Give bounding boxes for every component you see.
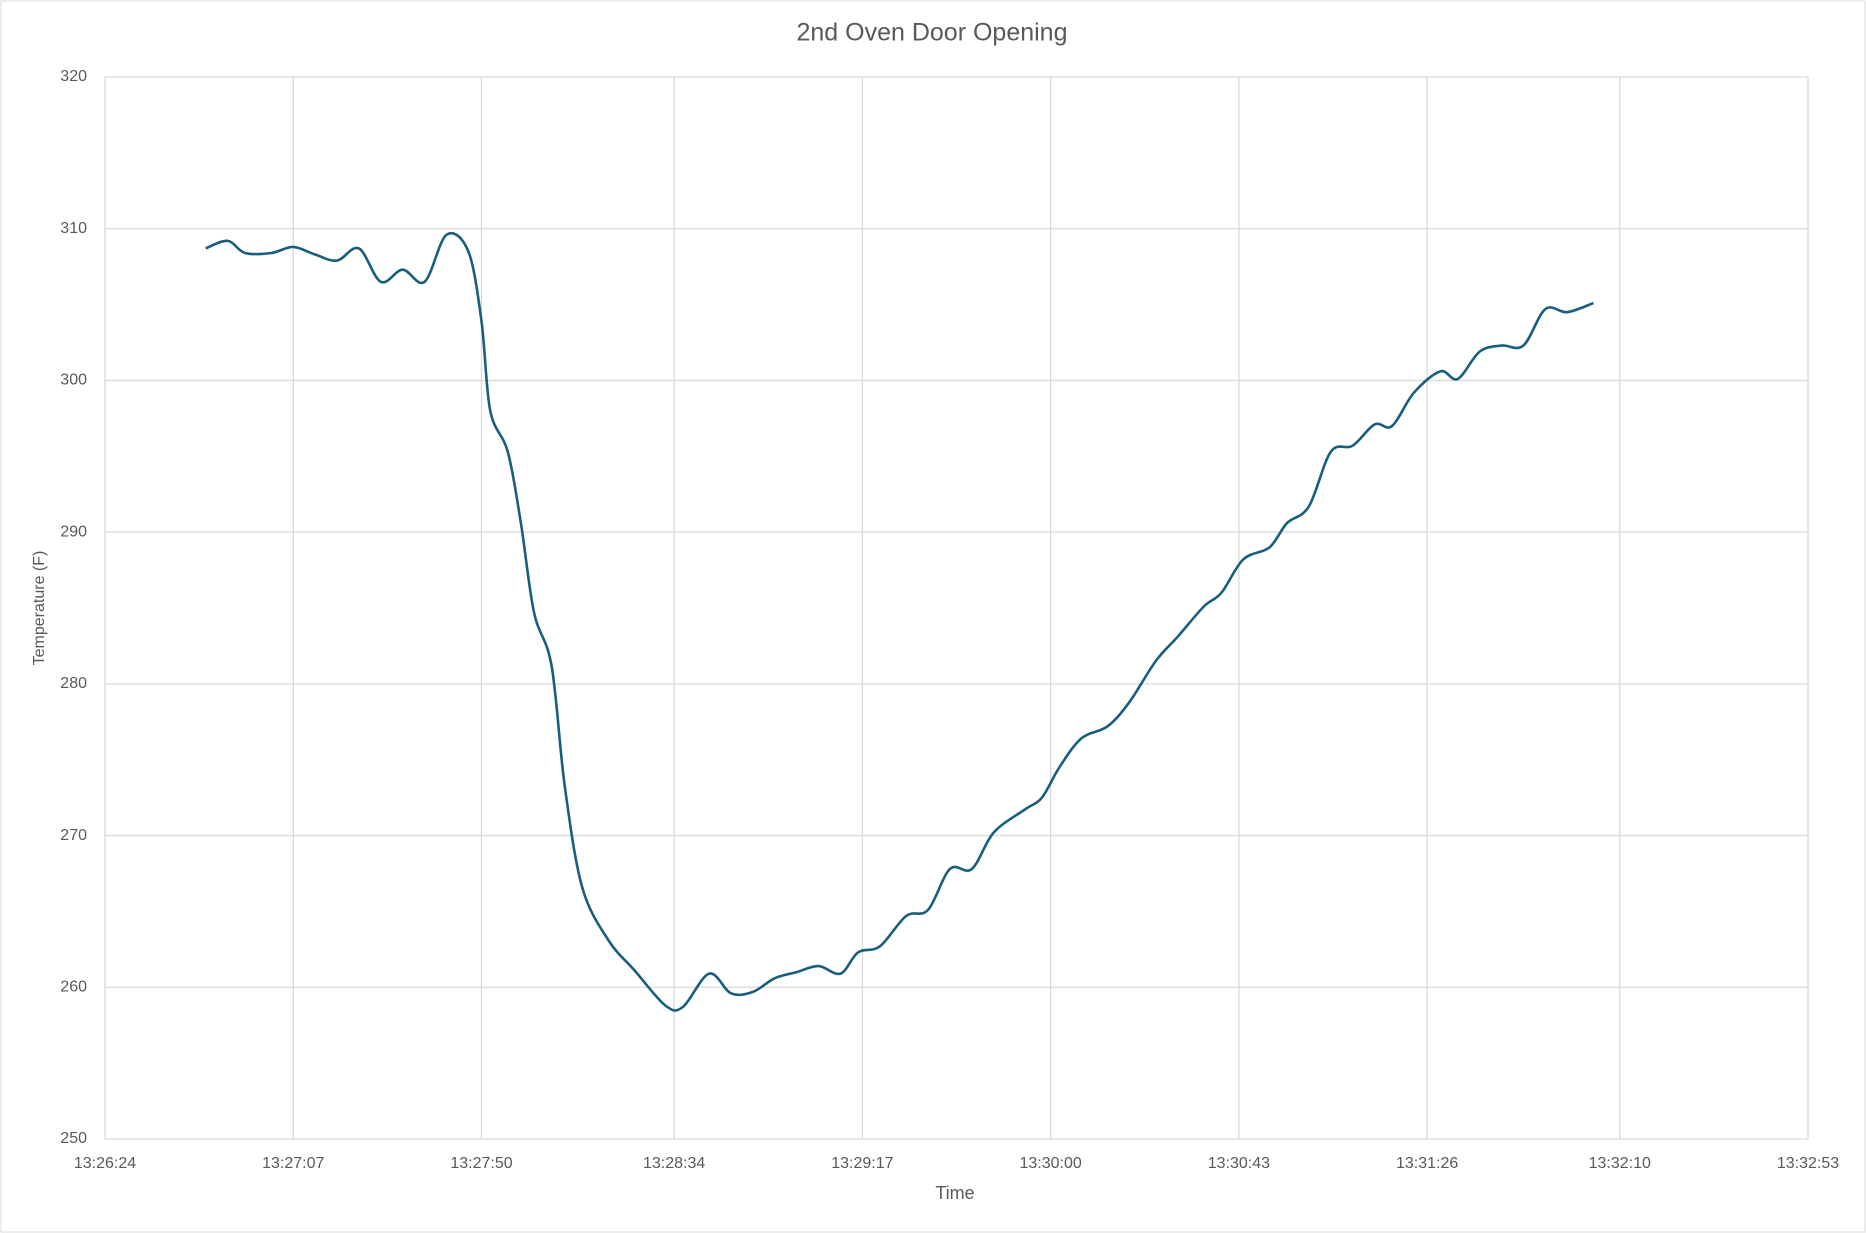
- x-tick-label: 13:30:43: [1208, 1155, 1270, 1172]
- x-tick-label: 13:26:24: [74, 1155, 136, 1172]
- x-tick-label: 13:27:07: [262, 1155, 324, 1172]
- y-tick-label: 310: [60, 220, 87, 237]
- x-tick-label: 13:31:26: [1396, 1155, 1458, 1172]
- x-tick-label: 13:30:00: [1019, 1155, 1081, 1172]
- y-tick-label: 320: [60, 68, 87, 85]
- x-tick-label: 13:28:34: [643, 1155, 705, 1172]
- y-tick-label: 270: [60, 827, 87, 844]
- x-tick-label: 13:32:10: [1589, 1155, 1651, 1172]
- data-line: [205, 231, 1594, 1012]
- x-axis-title: Time: [935, 1183, 974, 1203]
- y-axis-title: Temperature (F): [31, 551, 48, 666]
- x-tick-label: 13:29:17: [831, 1155, 893, 1172]
- y-tick-label: 260: [60, 979, 87, 996]
- chart-title: 2nd Oven Door Opening: [796, 19, 1067, 47]
- y-tick-label: 290: [60, 523, 87, 540]
- y-tick-label: 300: [60, 372, 87, 389]
- x-tick-label: 13:32:53: [1777, 1155, 1839, 1172]
- x-tick-label: 13:27:50: [450, 1155, 512, 1172]
- y-tick-label: 250: [60, 1130, 87, 1147]
- y-tick-label: 280: [60, 675, 87, 692]
